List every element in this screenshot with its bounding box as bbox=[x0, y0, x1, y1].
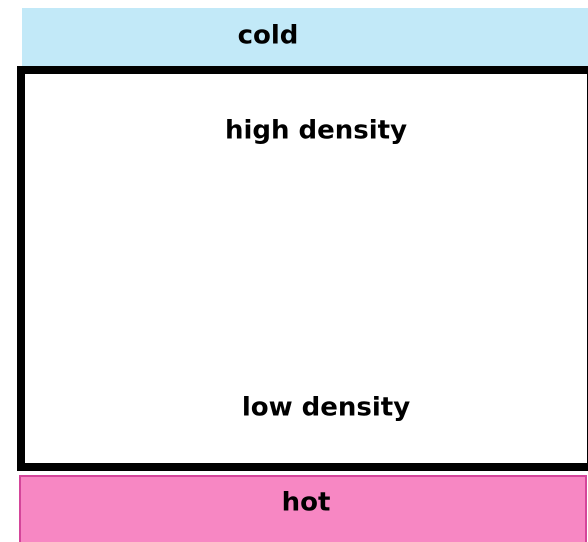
high-density-label: high density bbox=[225, 116, 407, 146]
container-box bbox=[17, 66, 588, 471]
cold-region bbox=[22, 8, 588, 66]
cold-label: cold bbox=[238, 21, 299, 51]
hot-region bbox=[19, 475, 587, 542]
hot-label: hot bbox=[282, 488, 331, 518]
low-density-label: low density bbox=[242, 393, 410, 423]
